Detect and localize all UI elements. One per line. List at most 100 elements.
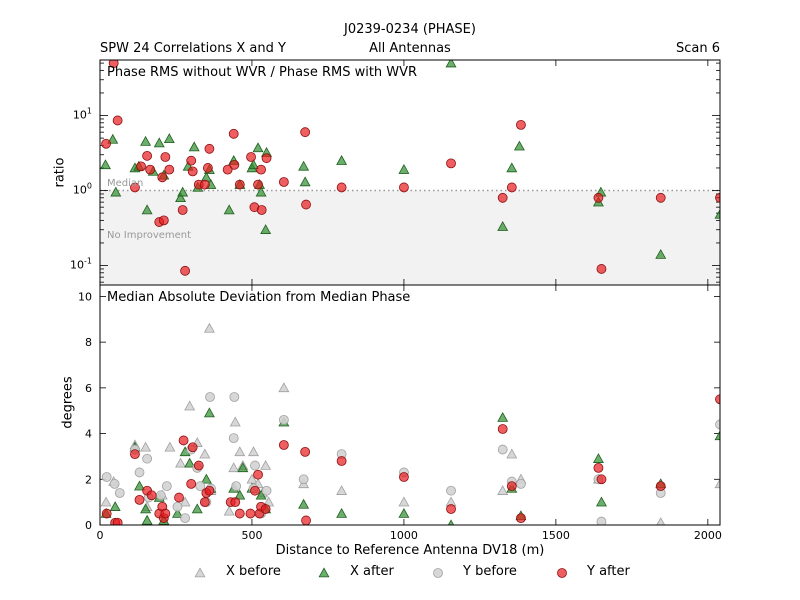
point-y-after xyxy=(157,172,168,183)
point-y-after xyxy=(204,485,215,496)
point-y-after xyxy=(256,205,267,215)
point-y-after xyxy=(199,179,210,190)
point-y-after xyxy=(245,508,256,519)
mad-panel-title: Median Absolute Deviation from Median Ph… xyxy=(107,290,411,305)
series-y-after xyxy=(101,60,720,276)
legend-label-x-after: X after xyxy=(350,564,394,579)
point-y-after xyxy=(193,460,204,471)
point-y-after xyxy=(174,492,184,503)
point-x-after xyxy=(336,507,348,518)
point-y-before xyxy=(446,485,456,496)
legend-marker-y-after xyxy=(557,568,567,578)
point-y-after xyxy=(715,394,720,405)
legend-label-y-after: Y after xyxy=(587,564,630,579)
point-x-after xyxy=(252,142,264,153)
point-y-after xyxy=(160,152,171,162)
point-y-after xyxy=(202,163,213,173)
degrees-y-tick-label: 8 xyxy=(85,336,92,349)
point-y-after xyxy=(134,494,145,505)
point-y-after xyxy=(187,166,198,177)
point-y-after xyxy=(246,152,256,162)
x-tick-label: 1000 xyxy=(390,529,418,542)
point-y-after xyxy=(101,508,112,519)
point-x-before xyxy=(398,496,410,507)
point-y-before xyxy=(109,478,120,489)
ratio-points xyxy=(100,60,720,276)
point-x-after xyxy=(445,60,457,68)
point-y-after xyxy=(234,508,245,519)
point-y-before xyxy=(715,419,720,430)
point-x-after xyxy=(714,430,720,441)
point-x-after xyxy=(172,507,183,518)
point-y-after xyxy=(101,138,111,149)
degrees-y-tick-label: 0 xyxy=(85,519,92,532)
point-y-after xyxy=(336,182,347,193)
point-y-before xyxy=(172,501,183,512)
point-y-before xyxy=(180,513,190,524)
ratio-panel-title: Phase RMS without WVR / Phase RMS with W… xyxy=(107,65,418,80)
degrees-y-ticks: 0 2 4 6 8 10 xyxy=(78,290,720,532)
point-y-after xyxy=(145,164,156,175)
point-x-after xyxy=(513,140,525,151)
point-y-after xyxy=(164,164,175,175)
point-y-before xyxy=(161,481,172,492)
point-x-before xyxy=(228,462,240,473)
point-x-before xyxy=(656,517,666,525)
point-y-before xyxy=(114,488,125,498)
point-x-before xyxy=(164,441,176,452)
point-x-after xyxy=(248,159,259,170)
point-y-after xyxy=(596,474,607,485)
no-improvement-region xyxy=(100,190,720,285)
point-y-after xyxy=(112,115,123,126)
point-x-after xyxy=(153,137,165,148)
point-y-before xyxy=(195,481,206,492)
point-x-after xyxy=(134,480,145,491)
point-x-before xyxy=(260,459,272,470)
point-x-after xyxy=(223,204,235,215)
point-x-before xyxy=(179,496,191,507)
point-x-after xyxy=(714,208,720,219)
point-x-after xyxy=(592,453,604,463)
point-x-after xyxy=(109,501,121,511)
point-y-after xyxy=(222,164,233,175)
point-y-after xyxy=(336,456,347,466)
point-y-after xyxy=(186,155,197,166)
ratio-y-ticks xyxy=(100,62,720,283)
point-y-after xyxy=(506,481,517,492)
point-y-after xyxy=(250,485,260,496)
point-y-after xyxy=(234,179,245,190)
point-x-before xyxy=(199,448,211,459)
point-y-after xyxy=(300,446,311,457)
point-x-after xyxy=(140,135,152,146)
point-x-before xyxy=(223,505,235,516)
ratio-y-tick-label: 101 xyxy=(73,107,92,122)
point-x-after xyxy=(497,411,509,422)
degrees-y-tick-label: 10 xyxy=(78,290,92,303)
point-x-after xyxy=(203,407,215,418)
point-y-before xyxy=(231,481,242,492)
ratio-panel: 10-1 100 101 xyxy=(70,59,721,286)
point-y-after xyxy=(446,504,456,514)
point-y-before xyxy=(250,460,260,471)
point-y-after xyxy=(278,440,289,450)
degrees-y-tick-label: 2 xyxy=(85,473,92,486)
x-tick-label: 1500 xyxy=(542,529,570,542)
chart-title: J0239-0234 (PHASE) xyxy=(344,22,476,37)
point-y-after xyxy=(506,182,517,193)
point-x-after xyxy=(107,133,119,144)
point-y-after xyxy=(146,490,157,501)
point-y-after xyxy=(199,497,210,508)
point-x-before xyxy=(175,457,187,468)
point-y-after xyxy=(399,182,409,193)
point-y-after xyxy=(112,517,123,525)
point-y-before xyxy=(101,472,112,482)
point-y-after xyxy=(204,143,215,154)
x-tick-label: 0 xyxy=(97,529,104,542)
legend xyxy=(194,567,567,578)
point-y-before xyxy=(278,414,289,425)
point-x-after xyxy=(255,186,267,197)
ratio-y-tick-label: 10-1 xyxy=(70,257,92,272)
point-x-before xyxy=(336,485,348,495)
point-y-after xyxy=(187,442,198,453)
